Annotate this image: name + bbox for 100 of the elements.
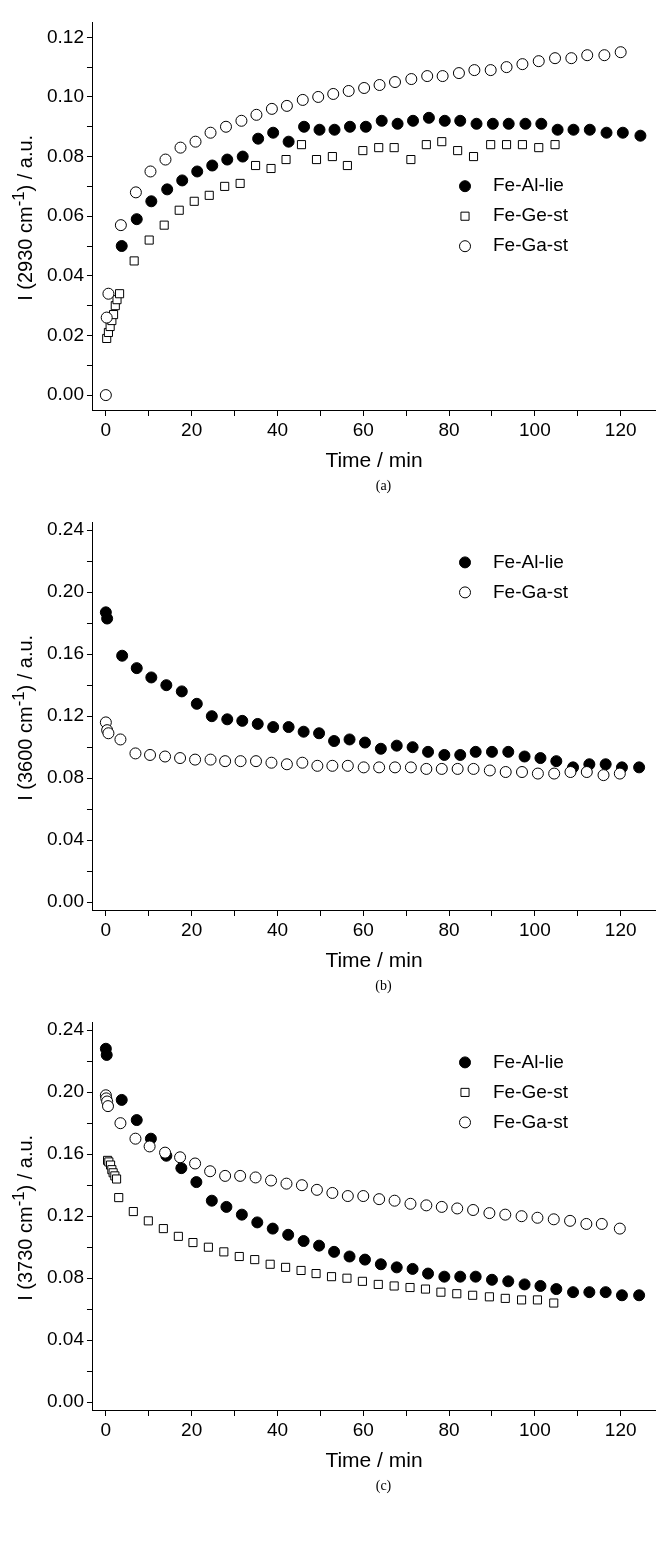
point	[296, 756, 309, 769]
point	[406, 155, 416, 165]
y-tick-label: 0.10	[47, 85, 84, 107]
x-tick-label: 80	[438, 918, 460, 940]
x-tick-label: 60	[352, 918, 374, 940]
point	[374, 143, 384, 153]
point	[548, 767, 561, 780]
point	[114, 1117, 127, 1130]
point	[281, 1262, 291, 1272]
point	[374, 1258, 387, 1271]
point	[204, 190, 214, 200]
point	[469, 1270, 482, 1283]
legend-label: Fe-Ge-st	[493, 1080, 569, 1102]
point	[583, 1286, 596, 1299]
text: (a)	[374, 478, 393, 494]
x-tick-label: 80	[438, 1418, 460, 1440]
point	[328, 1245, 341, 1258]
point	[451, 762, 464, 775]
point	[564, 766, 577, 779]
x-axis-title: Time / min	[325, 1448, 423, 1472]
point	[176, 174, 189, 187]
point	[483, 764, 496, 777]
point	[159, 220, 169, 230]
point	[220, 1200, 233, 1213]
point	[220, 181, 230, 191]
point	[500, 61, 513, 74]
x-tick-label: 20	[181, 1418, 203, 1440]
point	[267, 126, 280, 139]
point	[129, 256, 139, 266]
x-tick-label: 0	[100, 918, 112, 940]
point	[297, 1235, 310, 1248]
point	[175, 1162, 188, 1175]
point	[343, 733, 356, 746]
point	[188, 1238, 198, 1248]
point	[236, 714, 249, 727]
y-tick-label: 0.08	[47, 766, 84, 788]
point	[550, 140, 560, 150]
point	[342, 160, 352, 171]
point	[454, 748, 467, 761]
x-tick-label: 120	[604, 418, 637, 440]
y-tick-label: 0.08	[47, 144, 84, 166]
point	[567, 123, 580, 136]
point	[391, 117, 404, 130]
point	[266, 163, 276, 174]
point	[282, 135, 295, 148]
point	[518, 750, 531, 763]
point	[203, 1242, 213, 1252]
x-tick-label: 20	[181, 918, 203, 940]
point	[502, 140, 512, 150]
point	[502, 745, 515, 758]
point	[282, 721, 295, 734]
point	[102, 287, 115, 300]
point	[145, 671, 158, 684]
point	[515, 1210, 528, 1223]
point	[374, 742, 387, 755]
y-tick-label: 0.20	[47, 580, 84, 602]
point	[373, 79, 386, 92]
point	[500, 1293, 510, 1303]
point	[343, 120, 356, 133]
point	[517, 1295, 527, 1305]
legend-label: Fe-Al-lie	[493, 1050, 564, 1072]
point	[549, 1298, 559, 1308]
text: (c)	[374, 1478, 393, 1494]
point	[159, 750, 172, 763]
legend-label: Fe-Al-lie	[493, 550, 564, 572]
x-tick-label: 0	[100, 1418, 112, 1440]
point	[313, 727, 326, 740]
point	[389, 1281, 399, 1291]
point	[251, 160, 261, 171]
point	[375, 114, 388, 127]
point	[599, 1286, 612, 1299]
y-tick-label: 0.12	[47, 25, 84, 47]
point	[469, 745, 482, 758]
y-tick-label: 0.00	[47, 1390, 84, 1412]
point	[144, 235, 154, 245]
y-tick-label: 0.16	[47, 1142, 84, 1164]
point	[235, 1208, 248, 1221]
point	[100, 311, 113, 324]
point	[467, 762, 480, 775]
point	[597, 769, 610, 782]
y-tick-label: 0.04	[47, 1328, 85, 1350]
x-tick-label: 60	[352, 418, 374, 440]
point	[547, 1213, 560, 1226]
point	[326, 1272, 337, 1282]
point	[328, 735, 341, 748]
x-axis-title: Time / min	[325, 448, 423, 472]
point	[422, 1267, 435, 1280]
point	[468, 64, 481, 77]
point	[615, 1289, 628, 1302]
point	[251, 1216, 264, 1229]
point	[420, 1199, 433, 1212]
x-tick-label: 60	[352, 1418, 374, 1440]
point	[438, 1270, 451, 1283]
point	[175, 685, 188, 698]
point	[550, 755, 563, 768]
point	[282, 1228, 295, 1241]
point	[234, 755, 247, 768]
point	[534, 143, 544, 153]
point	[484, 1292, 494, 1302]
point	[328, 123, 341, 136]
